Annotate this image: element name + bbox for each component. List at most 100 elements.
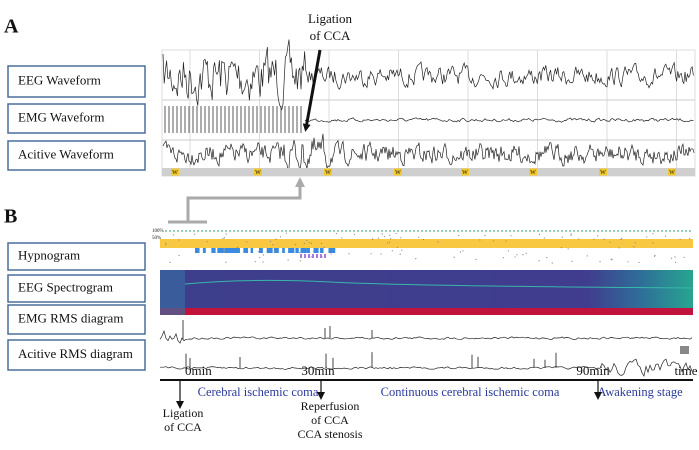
- spectrogram: [160, 270, 693, 315]
- hypnogram-dot: [475, 258, 477, 261]
- event-label: CCA stenosis: [297, 427, 362, 441]
- hypnogram-dot: [571, 260, 573, 262]
- hypnogram-dot: [603, 238, 605, 240]
- row-label: EEG Spectrogram: [18, 279, 113, 294]
- activity-rms: [160, 358, 693, 377]
- hypnogram-dot: [634, 242, 636, 244]
- marker-box: [171, 168, 179, 176]
- hypnogram-nrem: [266, 248, 273, 253]
- hypnogram-wake: [160, 239, 693, 248]
- hypnogram-dot: [510, 235, 512, 237]
- hypnogram-dot: [380, 253, 382, 255]
- label-box: [7, 140, 146, 171]
- hypnogram-dot: [401, 249, 403, 251]
- time-tick-label: time: [674, 363, 697, 378]
- hypnogram-dot: [543, 237, 545, 239]
- phase-label: Awakening stage: [597, 385, 683, 399]
- hypnogram-dot: [275, 238, 277, 240]
- hypnogram-dot: [516, 254, 518, 256]
- hypnogram-dot: [303, 242, 305, 244]
- hypnogram-dot: [597, 235, 599, 237]
- hypnogram-dot: [222, 237, 224, 240]
- emg-waveform-pre: [164, 106, 302, 133]
- phase-label: Continuous cerebral ischemic coma: [381, 385, 560, 399]
- hypnogram-dot: [169, 261, 171, 264]
- hypnogram-dot: [279, 236, 282, 238]
- hypnogram-dot: [353, 233, 356, 236]
- label-box: [7, 242, 146, 271]
- event-label: of CCA: [164, 420, 202, 434]
- label-box: [7, 65, 146, 98]
- hypnogram-dot: [381, 233, 383, 235]
- row-label: EMG RMS diagram: [18, 310, 123, 325]
- hypnogram-dot: [308, 242, 310, 244]
- hypnogram-dot: [458, 234, 460, 237]
- download-icon: [680, 346, 689, 354]
- hypnogram-dot: [323, 246, 325, 248]
- hypnogram-dot: [262, 261, 264, 263]
- marker-label: W: [530, 170, 536, 176]
- hypnogram-dot: [593, 238, 595, 240]
- hypnogram-nrem: [217, 248, 224, 253]
- hypnogram-dot: [321, 256, 323, 258]
- hypnogram-dot: [586, 255, 588, 257]
- hypnogram-dot: [387, 242, 389, 244]
- annotation: of CCA: [310, 28, 351, 43]
- hypnogram-dot: [689, 238, 691, 240]
- time-tick-label: 0min: [185, 363, 212, 378]
- scale-label: 50%: [152, 236, 161, 241]
- hypnogram-rem: [312, 254, 314, 258]
- hypnogram-dot: [599, 260, 601, 263]
- hypnogram-dot: [294, 243, 297, 246]
- spectrogram-early: [160, 270, 185, 315]
- hypnogram-dot: [621, 237, 623, 239]
- hypnogram-nrem: [313, 248, 319, 253]
- marker-box: [529, 168, 537, 176]
- hypnogram-dot: [627, 261, 629, 263]
- scale-label: 100%: [152, 229, 164, 234]
- hypnogram-nrem: [295, 248, 299, 253]
- hypnogram-dot: [652, 242, 654, 244]
- hypnogram-dot: [525, 252, 527, 254]
- hypnogram-dot: [383, 235, 385, 238]
- hypnogram-nrem: [273, 248, 279, 253]
- hypnogram-dot: [178, 254, 180, 257]
- hypnogram-dot: [389, 234, 391, 236]
- hypnogram-nrem: [224, 248, 231, 253]
- hypnogram-dot: [610, 258, 612, 260]
- hypnogram-dot: [371, 238, 374, 240]
- hypnogram-dot: [493, 240, 495, 242]
- hypnogram-dot: [422, 238, 425, 241]
- hypnogram-dot: [287, 259, 289, 261]
- hypnogram-dot: [502, 257, 504, 259]
- activity-waveform: [162, 133, 695, 172]
- hypnogram-dot: [330, 253, 332, 255]
- hypnogram-nrem: [306, 248, 310, 253]
- hypnogram-dot: [646, 236, 648, 238]
- marker-label: W: [395, 170, 401, 176]
- hypnogram-dot: [507, 250, 510, 252]
- hypnogram-nrem: [243, 248, 249, 253]
- hypnogram-dot: [522, 254, 524, 256]
- hypnogram-dot: [674, 256, 676, 258]
- hypnogram-dot: [299, 260, 301, 262]
- hypnogram-dot: [560, 246, 563, 249]
- row-label: EMG Waveform: [18, 109, 104, 124]
- row-label: Hypnogram: [18, 247, 80, 262]
- hypnogram-nrem: [328, 248, 336, 253]
- marker-label: W: [172, 170, 178, 176]
- marker-box: [254, 168, 262, 176]
- activity-rms-spike: [185, 352, 557, 368]
- plot-frame: [161, 49, 696, 177]
- hypnogram-dot: [484, 234, 486, 237]
- hypnogram-nrem: [258, 248, 263, 253]
- hypnogram-dot: [223, 250, 226, 253]
- eeg-waveform: [162, 39, 694, 111]
- hypnogram-dot: [654, 254, 656, 257]
- hypnogram-dot: [390, 238, 392, 240]
- emg-rms-spike: [182, 320, 373, 340]
- hypnogram-dot: [670, 257, 673, 259]
- panel-label: A: [4, 16, 19, 38]
